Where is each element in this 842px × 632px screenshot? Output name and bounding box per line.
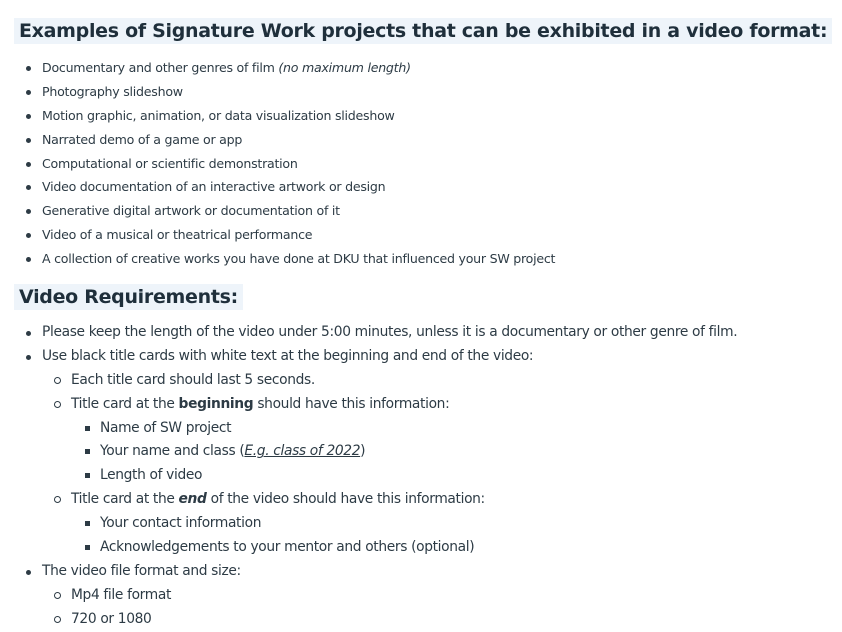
list-item: Mp4 file format (54, 584, 832, 608)
list-item: Video documentation of an interactive ar… (26, 175, 822, 199)
list-item: Title card at the end of the video shoul… (54, 488, 832, 512)
list-item: Motion graphic, animation, or data visua… (26, 104, 822, 128)
list-item: Documentary and other genres of film (no… (26, 56, 822, 80)
list-item: Each title card should last 5 seconds. (54, 369, 832, 393)
list-item: A collection of creative works you have … (26, 247, 822, 271)
list-item: Your contact information (85, 512, 832, 536)
list-item: Length of video (85, 464, 832, 488)
list-item: 720 or 1080 (54, 608, 832, 632)
class-example-link[interactable]: E.g. class of 2022 (244, 443, 361, 460)
note-text: (no maximum length) (278, 60, 411, 75)
examples-list: Documentary and other genres of film (no… (26, 56, 822, 271)
video-requirements-heading: Video Requirements: (14, 284, 243, 310)
requirements-list: Please keep the length of the video unde… (26, 321, 832, 632)
list-item: Acknowledgements to your mentor and othe… (85, 536, 832, 560)
list-item: Name of SW project (85, 417, 832, 441)
list-item: Use black title cards with white text at… (26, 345, 832, 369)
list-item: The video file format and size: (26, 560, 832, 584)
list-item: Please keep the length of the video unde… (26, 321, 832, 345)
examples-heading: Examples of Signature Work projects that… (14, 18, 833, 44)
list-item: Computational or scientific demonstratio… (26, 152, 822, 176)
list-item: Title card at the beginning should have … (54, 393, 832, 417)
list-item: Video of a musical or theatrical perform… (26, 223, 822, 247)
list-item: Photography slideshow (26, 80, 822, 104)
list-item: Narrated demo of a game or app (26, 128, 822, 152)
list-item: Generative digital artwork or documentat… (26, 199, 822, 223)
list-item: Your name and class (E.g. class of 2022) (85, 440, 832, 464)
